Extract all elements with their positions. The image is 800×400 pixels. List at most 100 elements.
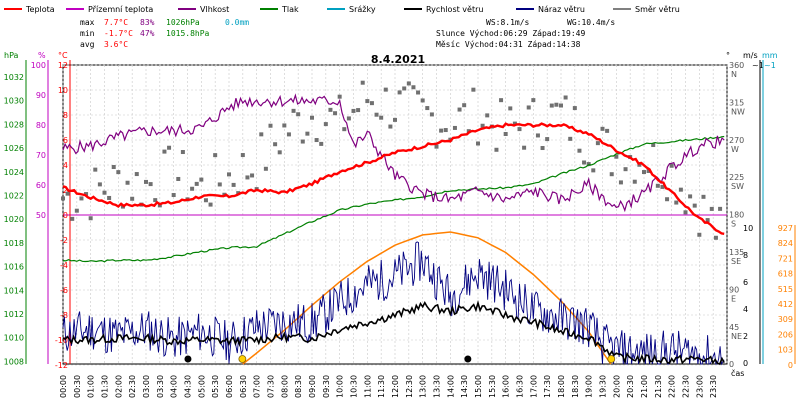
x-tick: 16:30 — [516, 375, 525, 398]
wind-direction-point — [277, 150, 282, 155]
wind-direction-point — [439, 128, 444, 133]
wind-direction-point — [678, 187, 683, 192]
hpa-tick: 1026 — [4, 144, 24, 153]
hum-tick: 100 — [31, 61, 46, 70]
temp-tick: 0 — [63, 211, 68, 220]
wind-direction-point — [116, 170, 121, 175]
dir-label: NE — [731, 332, 742, 341]
x-tick: 06:00 — [225, 375, 234, 398]
temp-tick: 12 — [58, 61, 68, 70]
stats-block: max 7.7°C 83% 1026hPa 0.0mm min -1.7°C 4… — [80, 18, 249, 49]
legend-label: Směr větru — [635, 5, 680, 14]
solar-tick: 0 — [788, 361, 793, 370]
wind-tick: 4 — [743, 305, 748, 314]
x-tick: 01:30 — [101, 375, 110, 398]
stats-max-label: max — [80, 18, 95, 27]
x-tick: 13:30 — [433, 375, 442, 398]
wind-direction-point — [310, 115, 314, 120]
wind-direction-point — [208, 202, 213, 207]
wind-direction-point — [480, 123, 485, 128]
wind-direction-point — [84, 192, 89, 197]
wind-direction-point — [600, 126, 605, 131]
mm-axis-top: ~1 — [764, 61, 776, 70]
wind-direction-point — [642, 170, 646, 175]
wind-direction-point — [337, 94, 342, 99]
dir-tick: 225 — [729, 173, 744, 182]
series-wind-gust — [62, 241, 725, 366]
hpa-tick: 1010 — [4, 334, 24, 343]
x-tick: 11:00 — [363, 375, 372, 398]
x-tick: 22:30 — [682, 375, 691, 398]
hum-axis-label: % — [38, 51, 46, 60]
wind-direction-point — [97, 182, 102, 187]
grid — [62, 64, 728, 366]
wind-direction-point — [365, 99, 370, 104]
wind-direction-point — [171, 193, 176, 198]
legend-label: Tlak — [281, 5, 299, 14]
dir-label: W — [731, 145, 739, 154]
x-tick: 22:00 — [668, 375, 677, 398]
wind-direction-point — [199, 177, 204, 182]
legend-label: Teplota — [25, 5, 55, 14]
x-tick: 00:30 — [73, 375, 82, 398]
stats-avg-temp: 3.6°C — [104, 40, 128, 49]
dir-label: NW — [731, 107, 745, 116]
wind-direction-point — [563, 95, 568, 100]
hpa-tick: 1016 — [4, 263, 24, 272]
wind-direction-point — [618, 180, 623, 185]
wind-direction-point — [296, 112, 301, 117]
solar-tick: 206 — [778, 330, 793, 339]
x-tick: 20:00 — [612, 375, 621, 398]
dir-axis-label: ° — [726, 51, 730, 60]
wind-direction-point — [522, 145, 527, 150]
wind-direction-point — [577, 148, 582, 153]
temp-axis-label: °C — [58, 51, 68, 60]
wind-direction-point — [526, 105, 531, 110]
x-tick: 19:00 — [585, 375, 594, 398]
temp-tick: -10 — [55, 336, 68, 345]
solar-tick: 103 — [778, 346, 793, 355]
wind-direction-point — [688, 194, 693, 199]
x-tick: 09:00 — [308, 375, 317, 398]
wind-direction-point — [683, 210, 688, 215]
wind-direction-point — [217, 182, 222, 187]
wind-direction-point — [190, 186, 195, 191]
wind-direction-point — [250, 173, 255, 178]
dir-label: SW — [731, 182, 744, 191]
x-tick: 10:00 — [336, 375, 345, 398]
wind-direction-point — [705, 218, 710, 223]
stats-min-temp: -1.7°C — [104, 29, 133, 38]
wind-direction-point — [494, 147, 499, 152]
x-tick: 05:00 — [197, 375, 206, 398]
x-tick: 07:30 — [267, 375, 276, 398]
hpa-tick: 1032 — [4, 73, 24, 82]
x-tick: 21:00 — [640, 375, 649, 398]
x-tick: 17:00 — [529, 375, 538, 398]
stats-avg-label: avg — [80, 40, 95, 49]
wind-direction-point — [471, 87, 476, 92]
x-axis-label: čas — [731, 368, 744, 378]
wind-direction-point — [605, 128, 610, 133]
wind-direction-point — [674, 200, 679, 205]
legend-label: Přízemní teplota — [88, 5, 153, 14]
wind-direction-point — [425, 106, 430, 111]
wind-direction-point — [286, 132, 291, 137]
x-tick: 23:00 — [695, 375, 704, 398]
dir-tick: 270 — [729, 136, 744, 145]
x-tick: 12:00 — [391, 375, 400, 398]
wind-axis-label: m/s — [743, 51, 758, 60]
x-tick: 13:00 — [419, 375, 428, 398]
hpa-tick: 1024 — [4, 168, 24, 177]
wind-direction-point — [713, 235, 718, 240]
dir-tick: 0 — [729, 360, 734, 369]
wind-direction-point — [79, 196, 84, 201]
wind-direction-point — [535, 133, 540, 138]
x-tick: 03:30 — [156, 375, 165, 398]
x-tick: 11:30 — [377, 375, 386, 398]
hum-tick: 60 — [36, 181, 46, 190]
wind-direction-point — [162, 149, 167, 154]
wind-direction-point — [356, 108, 361, 113]
wind-direction-point — [360, 80, 365, 85]
stats-max-temp: 7.7°C — [104, 18, 128, 27]
temp-tick: 8 — [63, 111, 68, 120]
